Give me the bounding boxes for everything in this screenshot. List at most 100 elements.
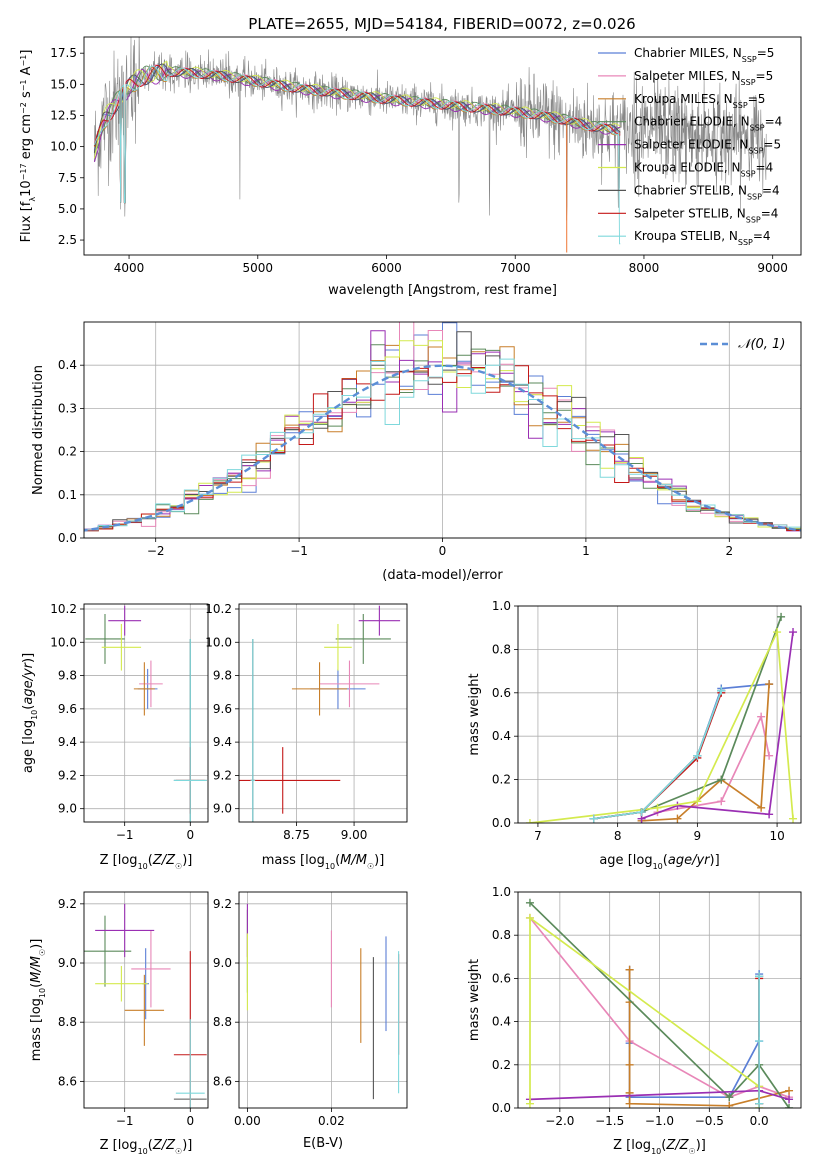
tick-label-y: 0.8 — [492, 642, 511, 656]
tick-label-x: 0 — [186, 1114, 194, 1128]
spectrum-model-line — [93, 66, 621, 204]
series-marker — [785, 1104, 794, 1108]
series-marker — [589, 814, 598, 823]
tick-label-y: 0.6 — [492, 971, 511, 985]
tick-label-x: −1.0 — [645, 1114, 674, 1128]
legend-entry: Chabrier STELIB, NSSP=4 — [634, 183, 780, 201]
axes-frame — [238, 891, 408, 1109]
series-marker — [717, 797, 726, 806]
tick-label-y: 7.5 — [58, 171, 77, 185]
tick-label-x: 0.02 — [318, 1114, 345, 1128]
tick-label-y: 10.2 — [50, 602, 77, 616]
tick-label-y: 8.6 — [213, 1074, 232, 1088]
plot-area — [525, 898, 794, 1108]
tick-label-x: −2 — [147, 544, 165, 558]
tick-label-x: 6000 — [371, 261, 402, 275]
tick-label-x: 8.75 — [283, 828, 310, 842]
tick-label-y: 0.4 — [58, 358, 77, 372]
tick-label-y: 0.0 — [58, 531, 77, 545]
series-marker — [755, 1037, 764, 1046]
tick-label-y: 0.2 — [58, 445, 77, 459]
tick-label-x: 4000 — [114, 261, 145, 275]
series-marker — [693, 751, 702, 760]
series-marker — [673, 814, 682, 823]
series-marker — [777, 612, 786, 621]
tick-label-y: 9.0 — [58, 802, 77, 816]
series-marker — [757, 803, 766, 812]
tick-label-y: 9.8 — [58, 669, 77, 683]
y-axis-label: age [log10(age/yr)] — [21, 653, 39, 773]
tick-label-x: −1.5 — [595, 1114, 624, 1128]
tick-label-y: 0.8 — [492, 928, 511, 942]
legend-entry: Chabrier ELODIE, NSSP=4 — [634, 115, 782, 133]
tick-label-y: 0.3 — [58, 401, 77, 415]
series-marker — [785, 1086, 794, 1095]
tick-label-y: 8.6 — [58, 1074, 77, 1088]
series-marker — [755, 972, 764, 981]
spectrum-model-line — [93, 65, 621, 245]
series-marker — [725, 1101, 734, 1108]
x-axis-label: E(B-V) — [303, 1136, 343, 1151]
histogram-step — [84, 358, 801, 531]
spectrum-model-line — [93, 65, 621, 204]
tick-label-x: 0 — [186, 828, 194, 842]
series-line — [529, 902, 790, 1108]
series-marker — [717, 686, 726, 695]
tick-label-x: 0.0 — [750, 1114, 769, 1128]
series-marker — [725, 1093, 734, 1102]
series-marker — [765, 680, 774, 689]
tick-label-x: 10 — [769, 829, 784, 843]
series-marker — [789, 814, 798, 823]
tick-label-y: 0.2 — [492, 773, 511, 787]
y-axis-label: mass [log10(M/M☉)] — [29, 939, 47, 1062]
panel-residuals: −2 −1 0 1 2 0.0 0.1 0.2 0.3 0.4 (data-model)/error… — [31, 321, 802, 583]
series-marker — [765, 751, 774, 760]
tick-label-x: 9.00 — [341, 828, 368, 842]
tick-label-y: 2.5 — [58, 233, 77, 247]
tick-label-y: 9.2 — [213, 768, 232, 782]
legend-entry: Kroupa MILES, NSSP=5 — [634, 92, 765, 110]
plot-area — [84, 322, 801, 534]
tick-label-y: 12.5 — [50, 108, 77, 122]
series-marker — [773, 628, 782, 637]
legend-entry: 𝒩(0, 1) — [738, 337, 785, 352]
y-axis-label: Flux [fλ10−17 erg cm−2 s−1 A−1] — [19, 50, 37, 243]
series-marker — [757, 712, 766, 721]
series-marker — [789, 628, 798, 637]
series-marker — [525, 898, 534, 907]
tick-label-x: −1 — [116, 1114, 134, 1128]
series-marker — [525, 819, 534, 823]
spectrum-model-line — [93, 66, 621, 204]
axes-frame — [83, 321, 802, 539]
series-line — [657, 714, 770, 813]
legend-entry: Salpeter ELODIE, NSSP=5 — [634, 138, 781, 156]
axes-frame — [517, 891, 802, 1109]
panel-age_vs_Z: −1 0 9.0 9.2 9.4 9.6 9.8 10.0 10.2 Z [log10(Z/Z☉)… — [21, 602, 209, 871]
tick-label-x: −2.0 — [545, 1114, 574, 1128]
tick-label-x: 8000 — [629, 261, 660, 275]
tick-label-y: 9.4 — [213, 735, 232, 749]
tick-label-y: 9.0 — [213, 956, 232, 970]
tick-label-x: 8 — [614, 829, 622, 843]
panel-age_vs_mass: 8.75 9.00 9.0 9.2 9.4 9.6 9.8 10.0 10.2 mass [log… — [205, 602, 408, 871]
tick-label-y: 9.0 — [58, 956, 77, 970]
tick-label-y: 9.4 — [58, 735, 77, 749]
panel-mass_vs_ebv: 0.00 0.02 8.6 8.8 9.0 9.2 E(B-V) — [213, 891, 408, 1151]
series-line — [641, 684, 770, 822]
panels: 4000 5000 6000 7000 8000 90002.55.07.510.012.… — [19, 36, 802, 1156]
tick-label-y: 0.4 — [492, 1015, 511, 1029]
tick-label-y: 0.2 — [492, 1058, 511, 1072]
tick-label-x: 9000 — [757, 261, 788, 275]
panel-massweight_vs_age: 7 8 9 10 0.0 0.2 0.4 0.6 0.8 1.0 mass weight age [l… — [467, 599, 802, 871]
tick-label-x: −1 — [290, 544, 308, 558]
tick-label-y: 17.5 — [50, 46, 77, 60]
plot-area — [85, 605, 207, 822]
legend-entry: Salpeter MILES, NSSP=5 — [634, 69, 773, 87]
series-line — [593, 692, 723, 820]
series-marker — [693, 797, 702, 806]
legend-entry: Kroupa STELIB, NSSP=4 — [634, 229, 771, 247]
y-axis-label: mass weight — [467, 673, 482, 755]
tick-label-y: 9.2 — [58, 768, 77, 782]
tick-label-y: 10.0 — [50, 140, 77, 154]
tick-label-y: 9.0 — [213, 802, 232, 816]
